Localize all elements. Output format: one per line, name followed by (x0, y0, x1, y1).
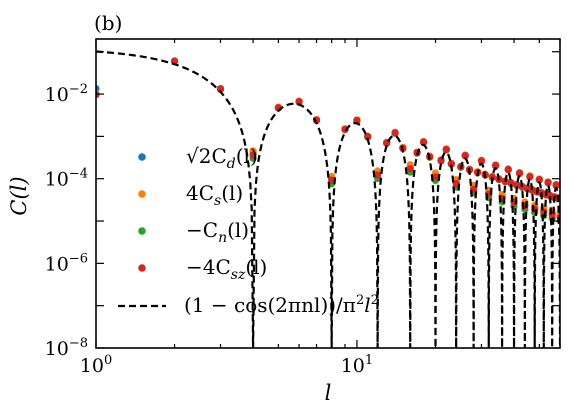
y-axis-label: C(l) (7, 176, 31, 215)
data-point (447, 160, 455, 168)
data-point (515, 169, 524, 177)
legend-marker (138, 153, 146, 161)
data-point (249, 151, 257, 159)
data-point (216, 85, 225, 93)
x-axis-label: l (325, 381, 332, 405)
data-point (477, 157, 486, 165)
data-point (492, 161, 500, 170)
panel-label: (b) (94, 11, 122, 35)
axes-frame (95, 38, 561, 349)
data-point (526, 172, 534, 181)
data-point (535, 176, 543, 184)
legend-label: −Cn(l) (186, 218, 249, 246)
y-tick-label: 10−8 (45, 336, 88, 360)
legend-marker (138, 227, 146, 235)
data-point (406, 165, 414, 173)
legend-label: (1 − cos(2πnl))/π2l2 (184, 293, 379, 317)
data-point (419, 138, 428, 146)
data-point (96, 91, 100, 99)
data-point (431, 173, 440, 181)
data-point (507, 179, 515, 187)
x-tick-label: 100 (80, 353, 112, 377)
data-point (391, 129, 399, 137)
legend-marker (138, 264, 146, 272)
dashed-line-series (96, 50, 560, 348)
y-tick-label: 10−2 (45, 82, 88, 106)
data-point (442, 145, 450, 154)
legend-label: √2Cd(l) (186, 144, 258, 172)
data-point (461, 151, 469, 160)
legend-label: 4Cs(l) (186, 181, 243, 209)
data-point (552, 181, 560, 189)
legend-entry-3: −4Csz(l) (138, 255, 267, 283)
data-point (364, 133, 372, 141)
data-point (437, 156, 445, 165)
data-point (504, 165, 512, 174)
x-tick-label: 101 (341, 353, 373, 377)
data-point (374, 171, 382, 179)
series-2 (96, 58, 560, 225)
legend-entry-0: √2Cd(l) (138, 144, 258, 172)
y-tick-label: 10−4 (45, 167, 88, 191)
data-point (295, 98, 303, 106)
axes: 100 101 10−8 10−6 10−4 10−2 (45, 38, 561, 377)
y-tick-label: 10−6 (45, 251, 88, 275)
legend: √2Cd(l) 4Cs(l) −Cn(l) −4Csz(l) (1 − cos(2πnl… (118, 144, 379, 317)
data-point (544, 178, 552, 187)
plot-area (96, 50, 560, 348)
legend-entry-1: 4Cs(l) (138, 181, 243, 209)
series-3 (96, 57, 560, 221)
legend-marker (138, 190, 146, 198)
series-1 (96, 57, 560, 217)
data-point (548, 211, 556, 219)
legend-entry-2: −Cn(l) (138, 218, 249, 246)
legend-entry-4: (1 − cos(2πnl))/π2l2 (118, 293, 379, 317)
series-0 (96, 57, 560, 220)
legend-label: −4Csz(l) (186, 255, 267, 283)
